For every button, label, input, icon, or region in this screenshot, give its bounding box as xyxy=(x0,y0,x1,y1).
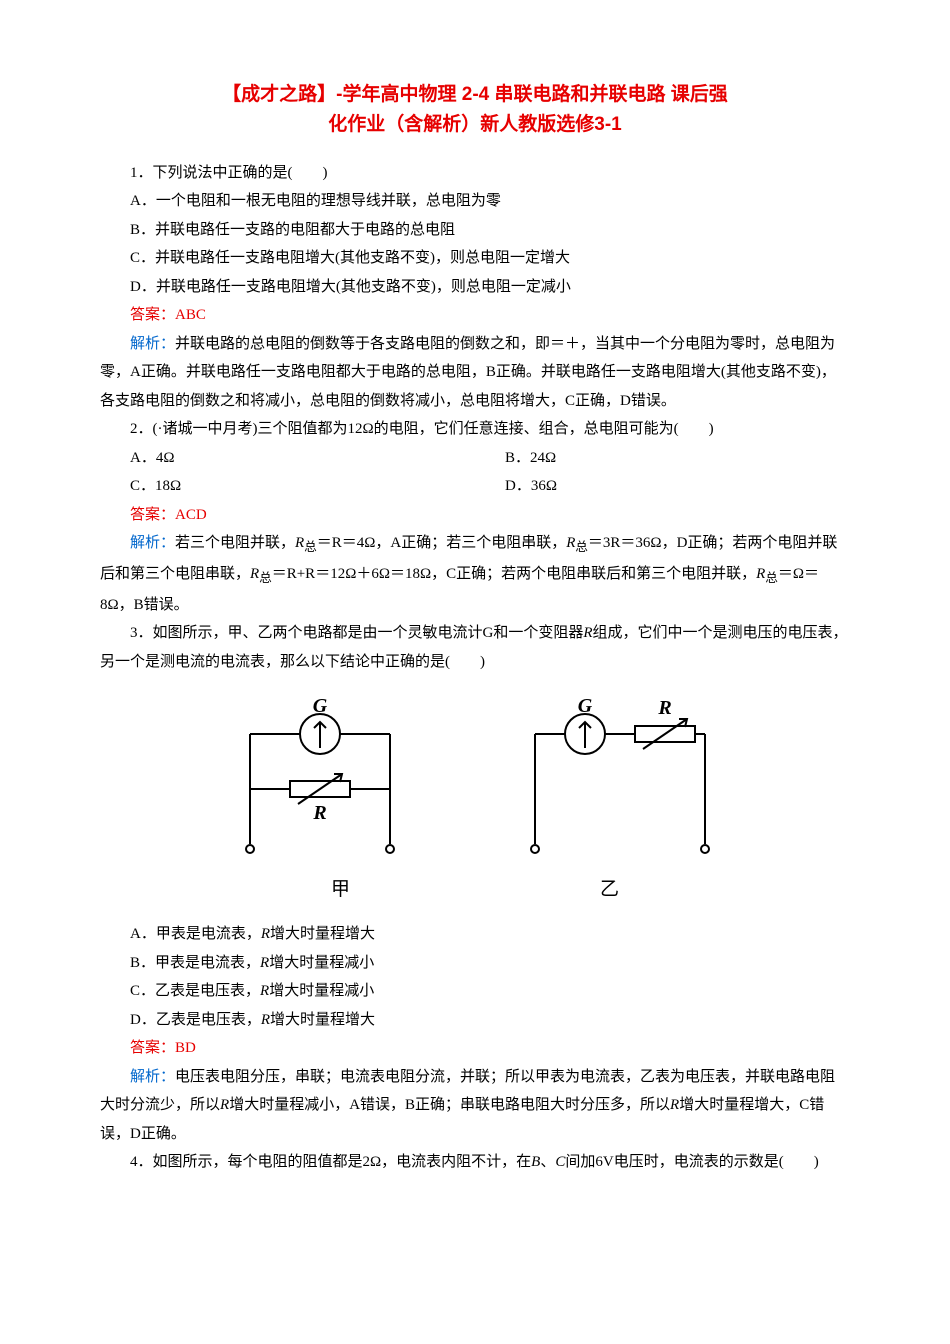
label-yi: 乙 xyxy=(600,872,619,908)
q2-stem: 2．(·诸城一中月考)三个阻值都为12Ω的电阻，它们任意连接、组合，总电阻可能为… xyxy=(100,415,850,444)
q1-analysis-text: 并联电路的总电阻的倒数等于各支路电阻的倒数之和，即＝＋，当其中一个分电阻为零时，… xyxy=(100,336,836,409)
analysis-label: 解析： xyxy=(130,1069,175,1085)
g-label: G xyxy=(578,695,593,717)
q3-option-b: B．甲表是电流表，R增大时量程减小 xyxy=(100,949,850,978)
q2-option-b: B．24Ω xyxy=(475,444,850,473)
analysis-label: 解析： xyxy=(130,336,175,352)
label-jia: 甲 xyxy=(331,872,350,908)
q3-answer: 答案：BD xyxy=(100,1034,850,1063)
q1-option-b: B．并联电路任一支路的电阻都大于电路的总电阻 xyxy=(100,216,850,245)
title-line-1: 【成才之路】-学年高中物理 2-4 串联电路和并联电路 课后强 xyxy=(222,84,728,105)
q2-option-a: A．4Ω xyxy=(100,444,475,473)
q1-option-a: A．一个电阻和一根无电阻的理想导线并联，总电阻为零 xyxy=(100,187,850,216)
page-title: 【成才之路】-学年高中物理 2-4 串联电路和并联电路 课后强 化作业（含解析）… xyxy=(100,80,850,141)
diagram-jia: G R xyxy=(220,694,420,864)
q1-option-c: C．并联电路任一支路电阻增大(其他支路不变)，则总电阻一定增大 xyxy=(100,244,850,273)
q4-stem: 4．如图所示，每个电阻的阻值都是2Ω，电流表内阻不计，在B、C间加6V电压时，电… xyxy=(100,1148,850,1177)
q2-option-c: C．18Ω xyxy=(100,472,475,501)
q3-stem: 3．如图所示，甲、乙两个电路都是由一个灵敏电流计G和一个变阻器R组成，它们中一个… xyxy=(100,619,850,676)
q2-analysis: 解析：若三个电阻并联，R总＝R＝4Ω，A正确；若三个电阻串联，R总＝3R＝36Ω… xyxy=(100,529,850,619)
g-label: G xyxy=(313,695,328,717)
q1-analysis: 解析：并联电路的总电阻的倒数等于各支路电阻的倒数之和，即＝＋，当其中一个分电阻为… xyxy=(100,330,850,416)
q2-options-row2: C．18Ω D．36Ω xyxy=(100,472,850,501)
diagram-labels: 甲 乙 xyxy=(100,872,850,908)
title-line-2: 化作业（含解析）新人教版选修3-1 xyxy=(328,114,621,135)
q3-option-a: A．甲表是电流表，R增大时量程增大 xyxy=(100,920,850,949)
q1-option-d: D．并联电路任一支路电阻增大(其他支路不变)，则总电阻一定减小 xyxy=(100,273,850,302)
diagram-yi: G R xyxy=(510,694,730,864)
q2-option-d: D．36Ω xyxy=(475,472,850,501)
q2-answer: 答案：ACD xyxy=(100,501,850,530)
q3-analysis: 解析：电压表电阻分压，串联；电流表电阻分流，并联；所以甲表为电流表，乙表为电压表… xyxy=(100,1063,850,1149)
r-label: R xyxy=(657,697,671,719)
q3-option-c: C．乙表是电压表，R增大时量程减小 xyxy=(100,977,850,1006)
r-label: R xyxy=(312,802,326,824)
q1-stem: 1．下列说法中正确的是( ) xyxy=(100,159,850,188)
q3-option-d: D．乙表是电压表，R增大时量程增大 xyxy=(100,1006,850,1035)
analysis-label: 解析： xyxy=(130,535,175,551)
q1-answer: 答案：ABC xyxy=(100,301,850,330)
diagram-row: G R G R xyxy=(100,694,850,864)
q2-options-row1: A．4Ω B．24Ω xyxy=(100,444,850,473)
